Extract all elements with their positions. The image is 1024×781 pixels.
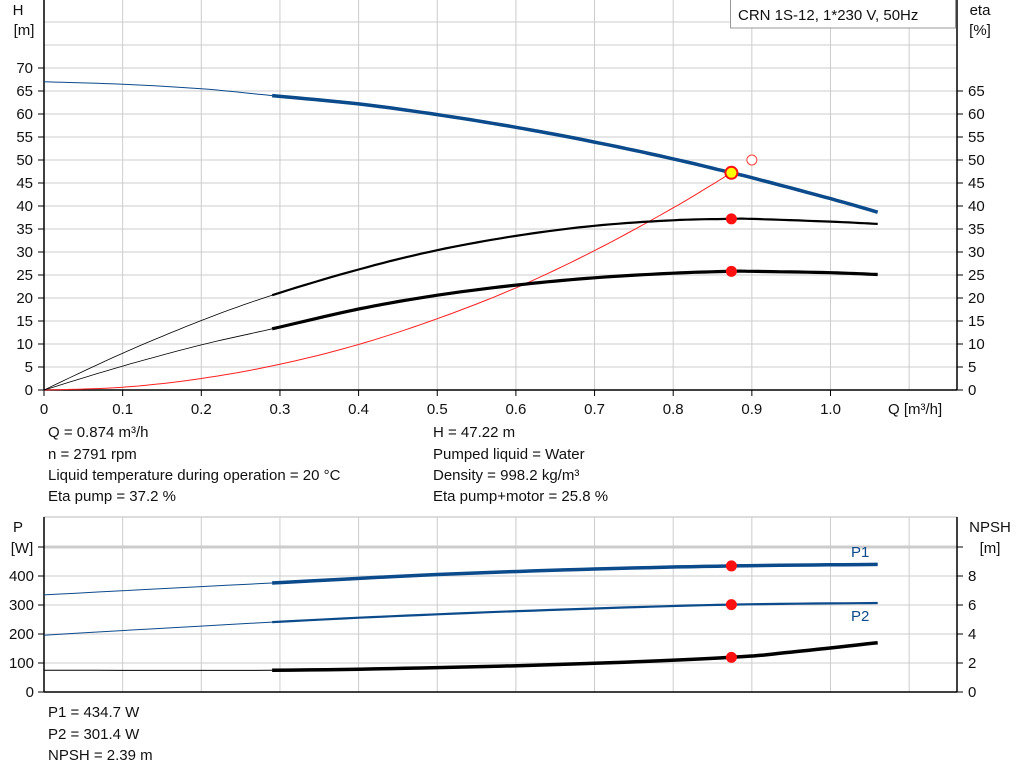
- q-tick-label: 0: [40, 401, 48, 418]
- npsh-duty-marker: [725, 651, 737, 663]
- h-tick-label: 45: [16, 175, 33, 192]
- q-tick-label: 0.3: [270, 401, 291, 418]
- q-tick-label: 0.1: [112, 401, 133, 418]
- info-npsh: NPSH = 2.39 m: [48, 747, 153, 764]
- p1-curve-label: P1: [851, 544, 869, 561]
- eta-tick-label: 60: [968, 106, 985, 123]
- q-axis-label: Q [m³/h]: [888, 401, 942, 418]
- q-tick-label: 0.9: [741, 401, 762, 418]
- eta-pump-duty-marker: [725, 213, 737, 225]
- eta-total-duty-marker: [725, 265, 737, 277]
- h-tick-label: 35: [16, 221, 33, 238]
- h-tick-label: 55: [16, 129, 33, 146]
- p-tick-label: 0: [26, 684, 34, 701]
- P2-curve-extrapolated: [43, 621, 273, 636]
- bottom-grid: [38, 516, 963, 693]
- info-liquid-temp: Liquid temperature during operation = 20…: [48, 467, 341, 484]
- P2-curve: [272, 601, 878, 624]
- requested-point-marker: [746, 154, 758, 166]
- NPSH-curve: [272, 640, 878, 673]
- npsh-axis-unit: [m]: [980, 540, 1001, 557]
- eta-tick-label: 45: [968, 175, 985, 192]
- eta-pump-curve: [271, 217, 878, 297]
- p-tick-label: 300: [9, 597, 34, 614]
- eta-tick-label: 5: [968, 359, 976, 376]
- q-tick-label: 1.0: [820, 401, 841, 418]
- p-tick-label: 200: [9, 626, 34, 643]
- h-tick-label: 70: [16, 60, 33, 77]
- title-box: CRN 1S-12, 1*230 V, 50Hz: [730, 0, 956, 29]
- H-curve: [271, 93, 879, 214]
- info-p2: P2 = 301.4 W: [48, 726, 140, 743]
- info-eta-total: Eta pump+motor = 25.8 %: [433, 488, 609, 505]
- info-p1: P1 = 434.7 W: [48, 704, 140, 721]
- h-tick-label: 30: [16, 244, 33, 261]
- P1-curve: [272, 562, 878, 585]
- h-tick-label: 5: [25, 359, 33, 376]
- q-tick-label: 0.2: [191, 401, 212, 418]
- info-eta-pump: Eta pump = 37.2 %: [48, 488, 176, 505]
- eta-tick-label: 50: [968, 152, 985, 169]
- q-tick-label: 0.5: [427, 401, 448, 418]
- head-duty-marker: [724, 165, 739, 180]
- eta-tick-label: 40: [968, 198, 985, 215]
- H-curve-extrapolated: [43, 81, 273, 97]
- p1-duty-marker: [725, 560, 737, 572]
- markers: [724, 154, 758, 663]
- p2-curve-label: P2: [851, 608, 869, 625]
- npsh-tick-label: 2: [968, 655, 976, 672]
- h-tick-label: 60: [16, 106, 33, 123]
- P1-curve-extrapolated: [43, 582, 273, 596]
- h-tick-label: 25: [16, 267, 33, 284]
- eta-tick-label: 65: [968, 83, 985, 100]
- q-tick-label: 0.8: [663, 401, 684, 418]
- info-speed: n = 2791 rpm: [48, 446, 137, 463]
- eta-axis-label: eta: [970, 2, 992, 19]
- h-axis-unit: [m]: [14, 22, 35, 39]
- eta-tick-label: 15: [968, 313, 985, 330]
- npsh-tick-label: 8: [968, 568, 976, 585]
- info-density: Density = 998.2 kg/m³: [433, 467, 580, 484]
- info-pumped-liquid: Pumped liquid = Water: [433, 446, 585, 463]
- eta-tick-label: 30: [968, 244, 985, 261]
- eta-pump-motor-curve: [271, 269, 878, 331]
- h-tick-label: 15: [16, 313, 33, 330]
- p-axis-label: P: [13, 519, 23, 536]
- eta-tick-label: 35: [968, 221, 985, 238]
- h-tick-label: 65: [16, 83, 33, 100]
- npsh-tick-label: 6: [968, 597, 976, 614]
- axes: H [m] eta [%] Q [m³/h] P [W] NPSH [m] P1…: [9, 2, 1011, 701]
- npsh-tick-label: 4: [968, 626, 976, 643]
- p-tick-label: 400: [9, 568, 34, 585]
- npsh-axis-label: NPSH: [969, 519, 1011, 536]
- system-curve-curve: [43, 172, 732, 391]
- h-axis-label: H: [13, 2, 24, 19]
- curves: [43, 81, 879, 673]
- eta-tick-label: 55: [968, 129, 985, 146]
- q-tick-label: 0.4: [348, 401, 369, 418]
- info-q: Q = 0.874 m³/h: [48, 424, 149, 441]
- eta-tick-label: 20: [968, 290, 985, 307]
- pump-title: CRN 1S-12, 1*230 V, 50Hz: [738, 7, 918, 24]
- q-tick-label: 0.7: [584, 401, 605, 418]
- h-tick-label: 10: [16, 336, 33, 353]
- eta-tick-label: 10: [968, 336, 985, 353]
- h-tick-label: 50: [16, 152, 33, 169]
- h-tick-label: 40: [16, 198, 33, 215]
- top-grid: [38, 0, 963, 396]
- h-tick-label: 20: [16, 290, 33, 307]
- info-head: H = 47.22 m: [433, 424, 516, 441]
- eta-tick-label: 0: [968, 382, 976, 399]
- p-tick-label: 100: [9, 655, 34, 672]
- eta-pump-curve-extrapolated: [43, 294, 273, 391]
- h-tick-label: 0: [25, 382, 33, 399]
- p2-duty-marker: [725, 599, 737, 611]
- eta-tick-label: 25: [968, 267, 985, 284]
- q-tick-label: 0.6: [505, 401, 526, 418]
- eta-pump-motor-curve-extrapolated: [43, 328, 273, 391]
- eta-axis-unit: [%]: [969, 22, 991, 39]
- npsh-tick-label: 0: [968, 684, 976, 701]
- p-axis-unit: [W]: [11, 540, 34, 557]
